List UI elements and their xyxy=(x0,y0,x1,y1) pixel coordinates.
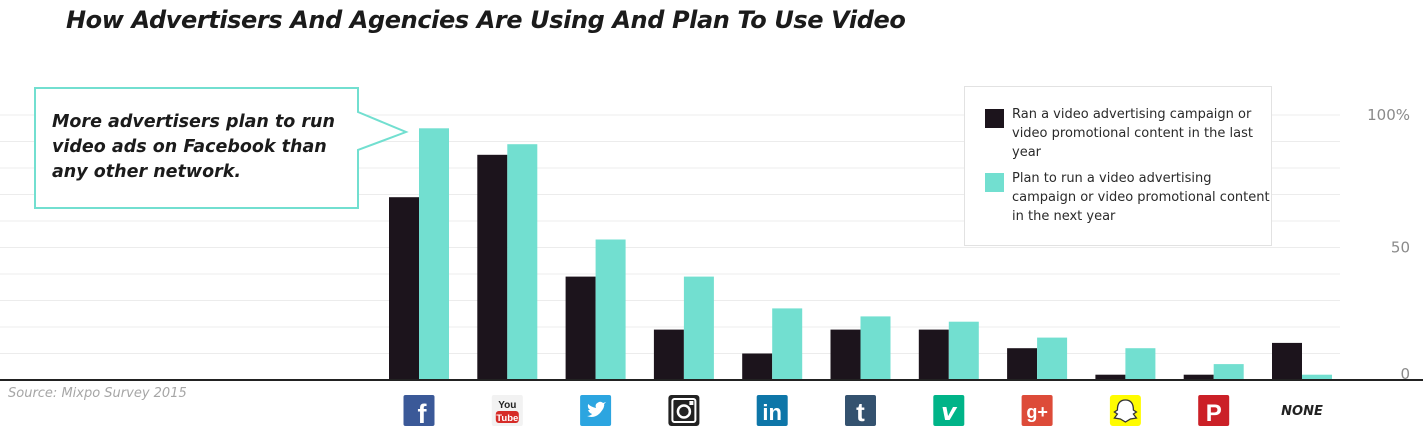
bar-ran-linkedin xyxy=(742,353,773,380)
icon-glyph: v xyxy=(941,398,958,426)
youtube-icon: You Tube xyxy=(491,395,523,426)
legend-label: Plan to run a video advertising campaign… xyxy=(1012,171,1270,224)
y-tick-label: 50 xyxy=(1391,239,1410,257)
google-plus-icon: g+ xyxy=(1021,395,1053,426)
bar-ran-facebook xyxy=(389,197,419,380)
legend-label: Ran a video advertising campaign or vide… xyxy=(1012,107,1253,160)
bar-plan-instagram xyxy=(683,276,714,380)
snapchat-icon xyxy=(1109,395,1141,426)
bar-series xyxy=(389,128,1332,381)
legend-swatch-teal xyxy=(985,173,1004,192)
vine-icon: v xyxy=(933,395,965,426)
bar-plan-youtube xyxy=(507,144,538,380)
icon-glyph: f xyxy=(418,399,428,429)
icon-glyph: g+ xyxy=(1026,402,1048,422)
bar-plan-twitter xyxy=(595,239,626,380)
bar-plan-facebook xyxy=(419,128,449,381)
facebook-icon: f xyxy=(403,395,435,429)
bar-ran-snapchat xyxy=(1095,374,1126,380)
bar-plan-tumblr xyxy=(860,316,891,380)
legend-swatch-dark xyxy=(985,109,1004,128)
tumblr-icon: t xyxy=(845,395,876,427)
bar-ran-google- xyxy=(1007,348,1038,380)
icon-glyph: P xyxy=(1206,400,1222,427)
callout-line: video ads on Facebook than xyxy=(52,137,327,157)
icon-glyph: t xyxy=(856,397,865,427)
bar-ran-twitter xyxy=(565,276,596,380)
twitter-icon xyxy=(580,395,612,426)
pinterest-icon: P xyxy=(1198,395,1230,427)
callout-line: More advertisers plan to run xyxy=(52,112,335,132)
chart-title: How Advertisers And Agencies Are Using A… xyxy=(66,6,906,34)
bar-plan-google- xyxy=(1037,337,1068,380)
icon-glyph: You xyxy=(498,400,516,411)
legend: Ran a video advertising campaign or vide… xyxy=(964,86,1272,246)
y-tick-label: 0 xyxy=(1400,365,1410,383)
bar-ran-none xyxy=(1272,342,1302,380)
bar-plan-snapchat xyxy=(1125,348,1156,380)
bar-plan-linkedin xyxy=(772,308,803,380)
bar-plan-none xyxy=(1302,374,1332,380)
bar-ran-youtube xyxy=(477,154,508,381)
bar-ran-pinterest xyxy=(1183,374,1214,380)
callout-text: More advertisers plan to run video ads o… xyxy=(52,110,352,185)
bar-plan-pinterest xyxy=(1213,364,1244,380)
bar-ran-vine xyxy=(918,329,949,380)
bar-ran-tumblr xyxy=(830,329,861,380)
bar-plan-vine xyxy=(948,321,979,380)
callout-shape xyxy=(34,87,409,209)
bar-ran-instagram xyxy=(653,329,684,380)
callout-box xyxy=(34,87,409,209)
source-note: Source: Mixpo Survey 2015 xyxy=(8,386,187,401)
category-icons: f You Tube in t v g+ P NONE xyxy=(403,395,1323,429)
linkedin-icon: in xyxy=(756,395,788,426)
y-tick-label: 100% xyxy=(1367,106,1410,124)
instagram-icon xyxy=(668,395,700,426)
y-axis-ticks: 100% 50 0 xyxy=(1367,106,1410,383)
category-label-none: NONE xyxy=(1281,404,1323,419)
icon-glyph: in xyxy=(762,400,782,425)
icon-glyph: Tube xyxy=(496,413,518,424)
callout-line: any other network. xyxy=(52,162,242,182)
category-label: NONE xyxy=(1281,404,1323,419)
